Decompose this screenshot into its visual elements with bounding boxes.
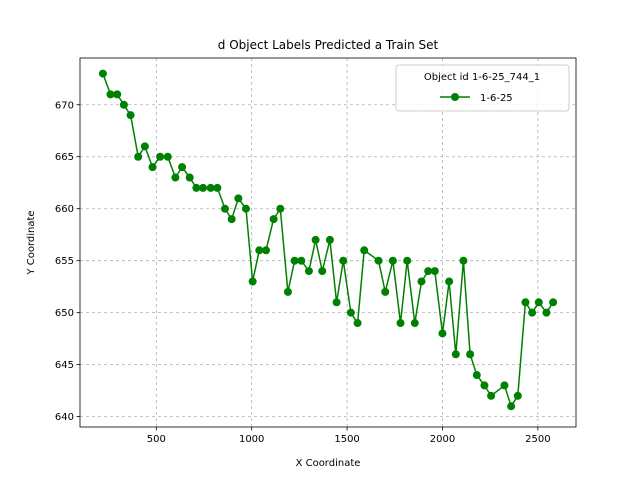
data-point xyxy=(513,391,522,400)
x-tick-label: 2000 xyxy=(430,434,455,445)
data-point xyxy=(451,350,460,359)
data-point xyxy=(549,298,558,307)
x-tick-label: 2500 xyxy=(525,434,550,445)
data-point xyxy=(339,256,348,265)
data-point xyxy=(507,402,516,411)
data-point xyxy=(325,235,334,244)
y-tick-label: 670 xyxy=(55,100,74,111)
data-point xyxy=(134,152,143,161)
data-point xyxy=(346,308,355,317)
plot-frame xyxy=(79,57,577,428)
data-point xyxy=(542,308,551,317)
grid xyxy=(80,58,576,427)
data-point xyxy=(213,183,222,192)
y-axis-ticks: 640 645 650 655 660 665 670 xyxy=(55,100,80,423)
data-point xyxy=(332,298,341,307)
data-point xyxy=(403,256,412,265)
data-point xyxy=(98,69,107,78)
y-tick-label: 660 xyxy=(55,204,74,215)
data-point xyxy=(311,235,320,244)
y-tick-label: 655 xyxy=(55,256,74,267)
data-point xyxy=(171,173,180,182)
legend-marker-swatch xyxy=(451,93,459,101)
legend-entry: 1-6-25 xyxy=(480,93,513,104)
data-point xyxy=(388,256,397,265)
x-tick-label: 1500 xyxy=(334,434,359,445)
chart-title: d Object Labels Predicted a Train Set xyxy=(218,38,439,52)
data-point xyxy=(206,183,215,192)
x-axis-label: X Coordinate xyxy=(296,458,361,469)
data-point xyxy=(126,111,135,120)
data-point xyxy=(521,298,530,307)
data-point xyxy=(113,90,122,99)
y-tick-label: 645 xyxy=(55,360,74,371)
data-point xyxy=(374,256,383,265)
data-point xyxy=(185,173,194,182)
data-point xyxy=(417,277,426,286)
data-point xyxy=(459,256,468,265)
data-point xyxy=(192,183,201,192)
data-point xyxy=(360,246,369,255)
data-point xyxy=(220,204,229,213)
data-point xyxy=(178,163,187,172)
data-point xyxy=(163,152,172,161)
data-point xyxy=(445,277,454,286)
x-tick-label: 500 xyxy=(147,434,166,445)
legend: Object id 1-6-25_744_1 1-6-25 xyxy=(395,64,570,112)
data-point xyxy=(472,371,481,380)
x-axis-ticks: 500 1000 1500 2000 2500 xyxy=(147,427,551,445)
data-point xyxy=(199,183,208,192)
data-point xyxy=(396,319,405,328)
data-point xyxy=(248,277,257,286)
y-axis-label: Y Coordinate xyxy=(26,210,37,275)
x-tick-label: 1000 xyxy=(239,434,264,445)
data-point xyxy=(290,256,299,265)
y-tick-label: 650 xyxy=(55,308,74,319)
legend-box xyxy=(395,64,570,112)
data-point xyxy=(140,142,149,151)
data-point xyxy=(534,298,543,307)
data-point xyxy=(119,100,128,109)
data-point xyxy=(304,267,313,276)
data-point xyxy=(500,381,509,390)
data-point xyxy=(424,267,433,276)
data-point xyxy=(148,163,157,172)
data-point xyxy=(353,319,362,328)
y-tick-label: 640 xyxy=(55,412,74,423)
data-point xyxy=(466,350,475,359)
data-point xyxy=(438,329,447,338)
data-point xyxy=(241,204,250,213)
data-point xyxy=(297,256,306,265)
data-point xyxy=(106,90,115,99)
data-point xyxy=(430,267,439,276)
data-point xyxy=(156,152,165,161)
data-point xyxy=(227,215,236,224)
data-point xyxy=(262,246,270,255)
y-tick-label: 665 xyxy=(55,152,74,163)
data-point xyxy=(410,319,419,328)
data-point xyxy=(381,287,390,296)
data-point xyxy=(234,194,243,203)
data-point xyxy=(318,267,327,276)
data-point xyxy=(480,381,489,390)
data-point xyxy=(269,215,278,224)
data-point xyxy=(487,391,496,400)
series-layer xyxy=(98,69,558,411)
data-point xyxy=(283,287,292,296)
data-point xyxy=(255,246,264,255)
data-point xyxy=(276,204,285,213)
data-point xyxy=(528,308,537,317)
legend-title: Object id 1-6-25_744_1 xyxy=(424,72,540,83)
